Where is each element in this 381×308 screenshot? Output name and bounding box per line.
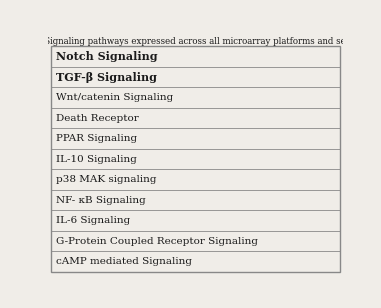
Text: cAMP mediated Signaling: cAMP mediated Signaling: [56, 257, 192, 266]
Text: Notch Signaling: Notch Signaling: [56, 51, 158, 62]
Text: NF- κB Signaling: NF- κB Signaling: [56, 196, 146, 205]
Text: TGF-β Signaling: TGF-β Signaling: [56, 72, 157, 83]
Text: G-Protein Coupled Receptor Signaling: G-Protein Coupled Receptor Signaling: [56, 237, 258, 245]
Text: Death Receptor: Death Receptor: [56, 114, 139, 123]
Text: IL-6 Signaling: IL-6 Signaling: [56, 216, 131, 225]
Text: p38 MAK signaling: p38 MAK signaling: [56, 175, 157, 184]
Text: Wnt/catenin Signaling: Wnt/catenin Signaling: [56, 93, 174, 102]
Text: PPAR Signaling: PPAR Signaling: [56, 134, 138, 143]
Text: Table III: Signaling pathways expressed across all microarray platforms and seru: Table III: Signaling pathways expressed …: [2, 38, 381, 47]
Text: IL-10 Signaling: IL-10 Signaling: [56, 155, 138, 164]
